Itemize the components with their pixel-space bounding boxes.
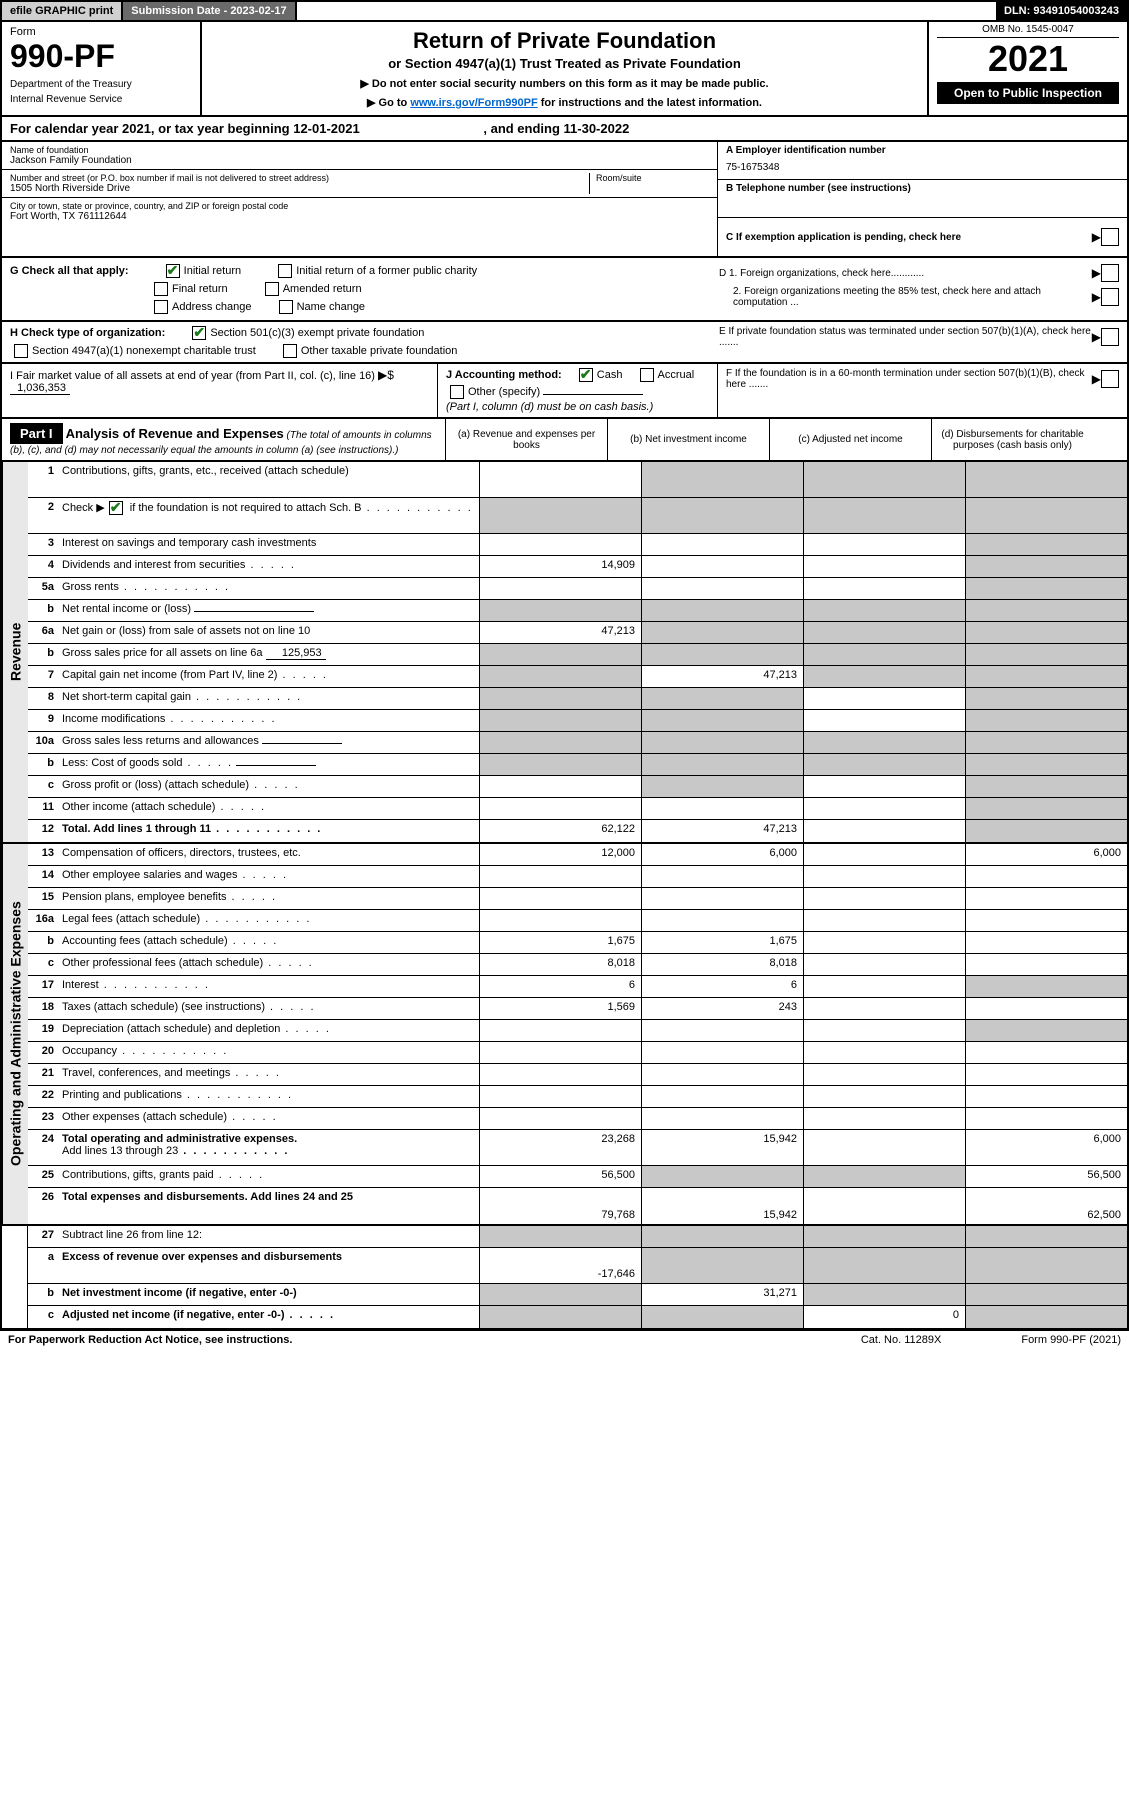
submission-date: Submission Date - 2023-02-17 (123, 2, 296, 20)
part1-header-row: Part I Analysis of Revenue and Expenses … (0, 419, 1129, 462)
open-public-label: Open to Public Inspection (937, 82, 1119, 104)
507b1a-checkbox[interactable] (1101, 328, 1119, 346)
initial-return-checkbox[interactable] (166, 264, 180, 278)
instr-goto: ▶ Go to www.irs.gov/Form990PF for instru… (222, 96, 907, 109)
form-subtitle: or Section 4947(a)(1) Trust Treated as P… (222, 56, 907, 71)
irs-label: Internal Revenue Service (10, 94, 192, 105)
form-ref: Form 990-PF (2021) (1021, 1334, 1121, 1346)
city-cell: City or town, state or province, country… (2, 198, 717, 225)
foreign-85-checkbox[interactable] (1101, 288, 1119, 306)
room-suite-label: Room/suite (596, 173, 709, 183)
ein-value: 75-1675348 (726, 162, 1119, 173)
omb-number: OMB No. 1545-0047 (937, 24, 1119, 38)
form-number: 990-PF (10, 38, 192, 75)
exemption-pending-cell: C If exemption application is pending, c… (718, 218, 1127, 256)
expenses-side-label: Operating and Administrative Expenses (2, 844, 28, 1224)
ein-cell: A Employer identification number 75-1675… (718, 142, 1127, 180)
address-cell: Number and street (or P.O. box number if… (2, 170, 717, 198)
info-grid: Name of foundation Jackson Family Founda… (0, 142, 1129, 258)
section-h: H Check type of organization: Section 50… (10, 326, 709, 358)
col-d-header: (d) Disbursements for charitable purpose… (931, 419, 1093, 460)
form-number-box: Form 990-PF Department of the Treasury I… (2, 22, 202, 115)
revenue-side-label: Revenue (2, 462, 28, 842)
revenue-table: Revenue 1Contributions, gifts, grants, e… (0, 462, 1129, 844)
dln-label: DLN: 93491054003243 (996, 2, 1127, 20)
tax-year: 2021 (937, 38, 1119, 80)
foreign-org-checkbox[interactable] (1101, 264, 1119, 282)
phone-cell: B Telephone number (see instructions) (718, 180, 1127, 218)
expenses-table: Operating and Administrative Expenses 13… (0, 844, 1129, 1226)
form-title: Return of Private Foundation (222, 28, 907, 54)
amended-return-checkbox[interactable] (265, 282, 279, 296)
501c3-checkbox[interactable] (192, 326, 206, 340)
section-f: F If the foundation is in a 60-month ter… (717, 364, 1127, 417)
initial-former-checkbox[interactable] (278, 264, 292, 278)
page-footer: For Paperwork Reduction Act Notice, see … (0, 1330, 1129, 1349)
col-c-header: (c) Adjusted net income (769, 419, 931, 460)
section-i: I Fair market value of all assets at end… (2, 364, 437, 417)
schb-checkbox[interactable] (109, 501, 123, 515)
section-h-e-row: H Check type of organization: Section 50… (0, 322, 1129, 364)
form-header: Form 990-PF Department of the Treasury I… (0, 22, 1129, 117)
name-change-checkbox[interactable] (279, 300, 293, 314)
efile-label: efile GRAPHIC print (2, 2, 123, 20)
section-d: D 1. Foreign organizations, check here..… (709, 264, 1119, 308)
col-a-header: (a) Revenue and expenses per books (445, 419, 607, 460)
foundation-name-cell: Name of foundation Jackson Family Founda… (2, 142, 717, 170)
city-state-zip: Fort Worth, TX 761112644 (10, 211, 709, 222)
section-e: E If private foundation status was termi… (709, 326, 1119, 348)
year-box: OMB No. 1545-0047 2021 Open to Public In… (927, 22, 1127, 115)
exemption-checkbox[interactable] (1101, 228, 1119, 246)
top-bar: efile GRAPHIC print Submission Date - 20… (0, 0, 1129, 22)
info-right: A Employer identification number 75-1675… (717, 142, 1127, 256)
section-ijf-row: I Fair market value of all assets at end… (0, 364, 1129, 419)
title-box: Return of Private Foundation or Section … (202, 22, 927, 115)
info-left: Name of foundation Jackson Family Founda… (2, 142, 717, 256)
instr-ssn: ▶ Do not enter social security numbers o… (222, 77, 907, 90)
part1-badge: Part I (10, 423, 63, 444)
other-taxable-checkbox[interactable] (283, 344, 297, 358)
fmv-value: 1,036,353 (10, 382, 70, 395)
other-method-checkbox[interactable] (450, 385, 464, 399)
paperwork-notice: For Paperwork Reduction Act Notice, see … (8, 1334, 292, 1346)
section-g: G Check all that apply: Initial return I… (10, 264, 709, 314)
calendar-year-row: For calendar year 2021, or tax year begi… (0, 117, 1129, 142)
section-g-d-row: G Check all that apply: Initial return I… (0, 258, 1129, 322)
form-label: Form (10, 26, 192, 38)
catalog-number: Cat. No. 11289X (861, 1334, 942, 1346)
4947-checkbox[interactable] (14, 344, 28, 358)
section-j: J Accounting method: Cash Accrual Other … (437, 364, 717, 417)
address: 1505 North Riverside Drive (10, 183, 589, 194)
form990pf-link[interactable]: www.irs.gov/Form990PF (410, 97, 537, 109)
final-return-checkbox[interactable] (154, 282, 168, 296)
part1-title-cell: Part I Analysis of Revenue and Expenses … (2, 419, 445, 460)
col-b-header: (b) Net investment income (607, 419, 769, 460)
foundation-name: Jackson Family Foundation (10, 155, 709, 166)
507b1b-checkbox[interactable] (1101, 370, 1119, 388)
address-change-checkbox[interactable] (154, 300, 168, 314)
cash-checkbox[interactable] (579, 368, 593, 382)
dept-treasury: Department of the Treasury (10, 79, 192, 90)
accrual-checkbox[interactable] (640, 368, 654, 382)
line27-table: 27Subtract line 26 from line 12: aExcess… (0, 1226, 1129, 1330)
